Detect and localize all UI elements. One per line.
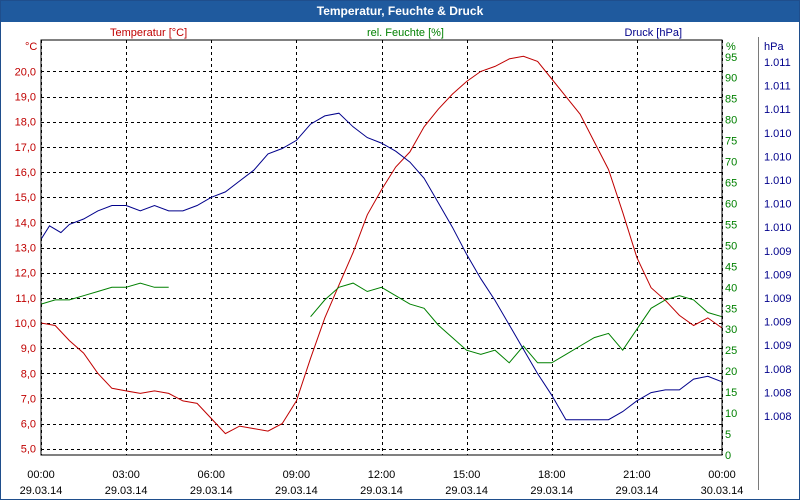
temperature-tick-label: 17,0 — [15, 142, 36, 154]
pressure-tick-label: 1.008 — [764, 387, 792, 399]
pressure-tick-label: 1.011 — [764, 104, 791, 116]
humidity-axis-label: rel. Feuchte [%] — [367, 27, 444, 39]
x-tick-label-time: 18:00 — [538, 469, 566, 481]
humidity-tick-label: 60 — [725, 198, 737, 210]
humidity-tick-label: 65 — [725, 178, 737, 190]
pressure-tick-label: 1.010 — [764, 222, 792, 234]
plot-border — [40, 39, 723, 456]
temperature-tick-label: 18,0 — [15, 117, 36, 129]
humidity-tick-label: 15 — [725, 387, 737, 399]
pressure-tick-label: 1.009 — [764, 293, 792, 305]
humidity-tick-label: 25 — [725, 345, 737, 357]
pressure-tick-label: 1.009 — [764, 246, 792, 258]
temperature-tick-label: 8,0 — [21, 368, 36, 380]
temperature-tick-label: 11,0 — [15, 293, 36, 305]
temperature-tick-label: 12,0 — [15, 268, 36, 280]
temperature-tick-label: 6,0 — [21, 419, 36, 431]
temperature-tick-label: 19,0 — [15, 92, 36, 104]
pressure-tick-label: 1.009 — [764, 269, 792, 281]
pressure-tick-label: 1.009 — [764, 317, 792, 329]
humidity-tick-label: 90 — [725, 73, 737, 85]
temperature-tick-label: 15,0 — [15, 192, 36, 204]
temperature-tick-label: 14,0 — [15, 217, 36, 229]
x-tick-label-time: 21:00 — [623, 469, 651, 481]
x-tick-label-date: 29.03.14 — [360, 485, 403, 497]
humidity-tick-label: 10 — [725, 408, 737, 420]
pressure-tick-label: 1.008 — [764, 364, 792, 376]
x-tick-label-time: 00:00 — [27, 469, 55, 481]
humidity-unit: % — [726, 41, 736, 53]
pressure-tick-label: 1.010 — [764, 151, 792, 163]
humidity-tick-label: 85 — [725, 94, 737, 106]
humidity-tick-label: 0 — [725, 450, 731, 462]
temperature-tick-label: 5,0 — [21, 444, 36, 456]
temperature-tick-label: 10,0 — [15, 318, 36, 330]
x-tick-label-date: 29.03.14 — [20, 485, 63, 497]
humidity-tick-label: 45 — [725, 261, 737, 273]
pressure-tick-label: 1.011 — [764, 57, 791, 69]
pressure-tick-label: 1.010 — [764, 175, 792, 187]
humidity-tick-label: 80 — [725, 115, 737, 127]
temperature-unit: °C — [25, 41, 37, 53]
x-tick-label-date: 30.03.14 — [701, 485, 744, 497]
temperature-tick-label: 13,0 — [15, 243, 36, 255]
humidity-tick-label: 5 — [725, 429, 731, 441]
x-tick-label-date: 29.03.14 — [105, 485, 148, 497]
series-line-humidity — [310, 282, 723, 364]
humidity-tick-label: 50 — [725, 240, 737, 252]
humidity-tick-label: 35 — [725, 303, 737, 315]
x-tick-label-date: 29.03.14 — [275, 485, 318, 497]
pressure-tick-label: 1.010 — [764, 199, 792, 211]
humidity-tick-label: 40 — [725, 282, 737, 294]
temperature-tick-label: 7,0 — [21, 393, 36, 405]
x-tick-label-date: 29.03.14 — [530, 485, 573, 497]
series-line-temperature — [40, 55, 723, 435]
x-tick-label-date: 29.03.14 — [190, 485, 233, 497]
humidity-tick-label: 95 — [725, 52, 737, 64]
series-line-humidity — [40, 282, 169, 305]
pressure-axis-label: Druck [hPa] — [625, 27, 682, 39]
series-line-pressure — [40, 112, 723, 421]
pressure-unit: hPa — [764, 41, 784, 53]
x-tick-label-date: 29.03.14 — [615, 485, 658, 497]
x-tick-label-time: 09:00 — [283, 469, 311, 481]
axes-layer: 20,0 19,0 18,0 17,0 16,0 15,0 14,0 13,0 12,0 11,0… — [15, 27, 792, 497]
series-layer — [40, 55, 723, 435]
x-tick-label-time: 06:00 — [197, 469, 225, 481]
pressure-tick-label: 1.008 — [764, 411, 792, 423]
temperature-tick-label: 9,0 — [21, 343, 36, 355]
temperature-axis-label: Temperatur [°C] — [110, 27, 187, 39]
x-tick-label-time: 00:00 — [708, 469, 736, 481]
x-tick-label-time: 12:00 — [368, 469, 396, 481]
humidity-tick-label: 75 — [725, 136, 737, 148]
x-tick-label-time: 03:00 — [112, 469, 140, 481]
humidity-tick-label: 20 — [725, 366, 737, 378]
pressure-tick-label: 1.009 — [764, 340, 792, 352]
humidity-tick-label: 70 — [725, 157, 737, 169]
humidity-tick-label: 30 — [725, 324, 737, 336]
temperature-tick-label: 16,0 — [15, 167, 36, 179]
pressure-tick-label: 1.011 — [764, 81, 791, 93]
pressure-tick-label: 1.010 — [764, 128, 792, 140]
x-tick-label-date: 29.03.14 — [445, 485, 488, 497]
temperature-tick-label: 20,0 — [15, 66, 36, 78]
humidity-tick-label: 55 — [725, 219, 737, 231]
x-tick-label-time: 15:00 — [453, 469, 481, 481]
window-title: Temperatur, Feuchte & Druck — [1, 1, 799, 22]
